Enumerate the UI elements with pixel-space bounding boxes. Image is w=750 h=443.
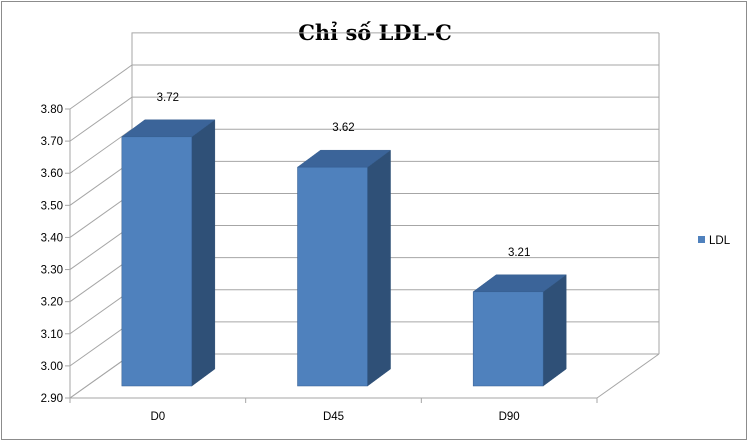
y-tick-label: 3.70 <box>41 136 63 148</box>
bars <box>121 119 567 387</box>
bar-front <box>121 136 193 387</box>
data-label: 3.72 <box>157 92 179 104</box>
bar-side <box>191 119 216 387</box>
x-axis: D0 D45 D90 <box>69 398 598 423</box>
bar-side <box>542 274 567 387</box>
y-tick-label: 2.90 <box>41 393 63 405</box>
bar-D90 <box>472 274 567 387</box>
legend-swatch-ldl <box>698 236 705 243</box>
data-labels: 3.72 3.62 3.21 <box>157 92 531 259</box>
bar-D0 <box>121 119 216 387</box>
y-tick-label: 3.20 <box>41 297 63 309</box>
bar-front <box>472 291 544 387</box>
y-tick-label: 3.40 <box>41 232 63 244</box>
data-label: 3.62 <box>332 122 354 134</box>
bar-side <box>367 149 391 387</box>
x-tick-label: D45 <box>323 411 344 423</box>
y-tick-label: 3.10 <box>41 329 63 341</box>
y-tick-label: 3.00 <box>41 361 63 373</box>
bar-front <box>297 166 368 387</box>
legend-label-ldl: LDL <box>709 235 731 247</box>
floor-right-edge <box>596 353 660 399</box>
bar-D45 <box>296 149 392 387</box>
legend: LDL <box>698 235 731 247</box>
data-label: 3.21 <box>508 247 530 259</box>
y-tick-label: 3.80 <box>41 104 63 116</box>
y-tick-label: 3.60 <box>41 168 63 180</box>
y-tick-label: 3.30 <box>41 265 63 277</box>
x-tick-label: D90 <box>499 411 520 423</box>
x-tick-label: D0 <box>150 411 165 423</box>
y-axis: 2.90 3.00 3.10 3.20 3.30 3.40 3.50 3.60 3.70 3.80 <box>41 104 70 405</box>
y-tick-label: 3.50 <box>41 200 63 212</box>
